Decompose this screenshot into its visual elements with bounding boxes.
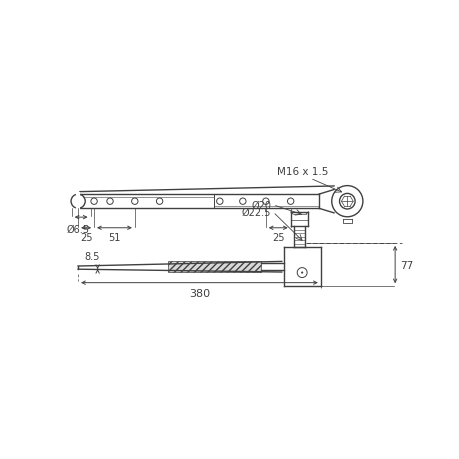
Text: 25: 25 xyxy=(80,233,92,243)
Text: 25: 25 xyxy=(271,233,284,243)
Text: M16 x 1.5: M16 x 1.5 xyxy=(277,167,328,177)
Circle shape xyxy=(301,272,302,274)
Text: 51: 51 xyxy=(108,233,120,243)
Text: Ø20: Ø20 xyxy=(251,200,271,210)
Text: 8.5: 8.5 xyxy=(84,251,100,261)
Text: Ø6.5: Ø6.5 xyxy=(67,224,90,234)
Text: 77: 77 xyxy=(399,260,412,270)
Text: 380: 380 xyxy=(189,288,210,298)
Bar xyxy=(168,262,260,273)
Text: Ø22.5: Ø22.5 xyxy=(241,207,271,218)
